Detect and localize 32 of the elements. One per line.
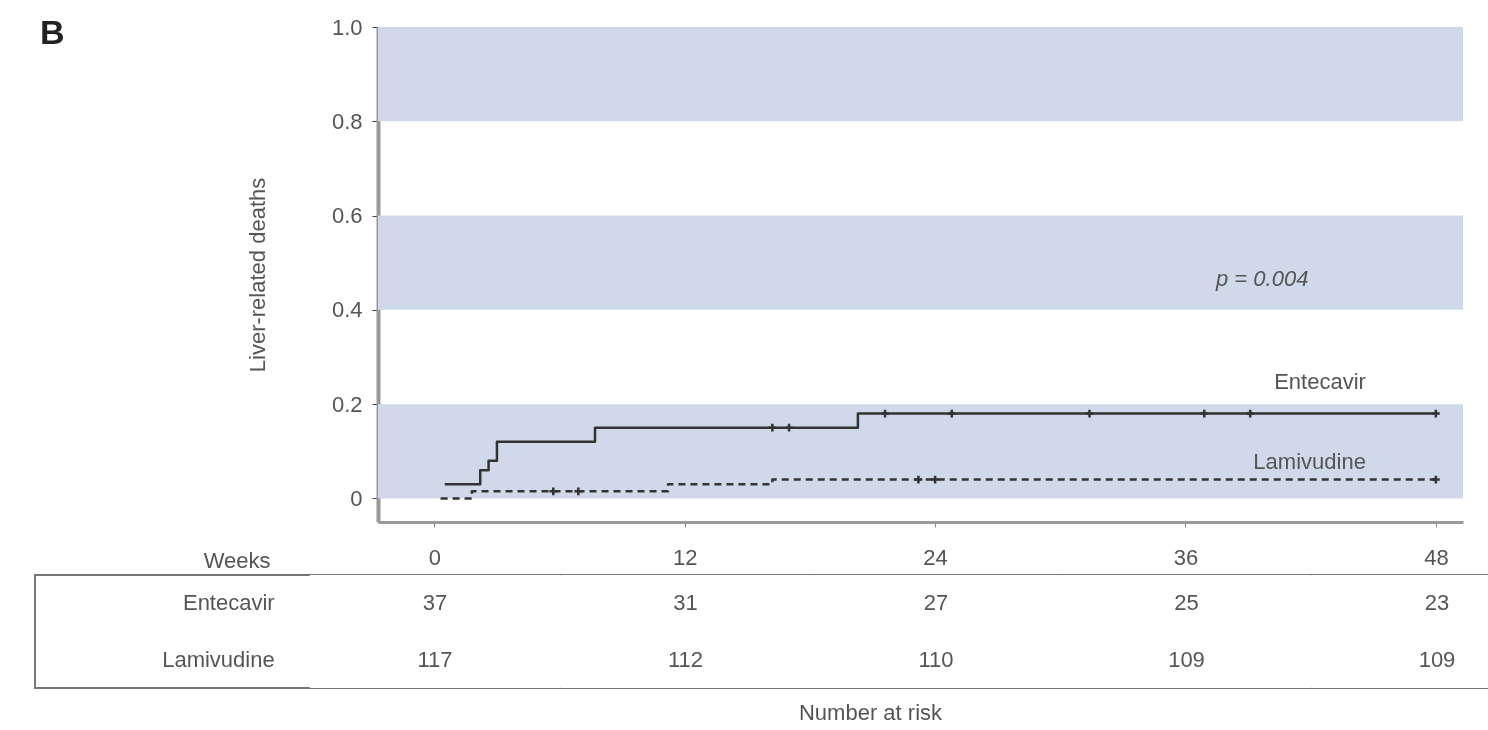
y-tick-label: 0.6 xyxy=(331,203,363,229)
y-tick-label: 0.4 xyxy=(331,297,363,323)
data-label: 23 xyxy=(1424,590,1450,616)
x-tick-label: 12 xyxy=(672,544,698,570)
y-tick-label: 0.2 xyxy=(331,391,363,417)
y-tick-label: 0.8 xyxy=(331,108,363,134)
data-label: 109 xyxy=(1168,646,1205,672)
data-label: 109 xyxy=(1418,646,1456,672)
x-tick-label: 48 xyxy=(1424,544,1449,570)
data-label: 31 xyxy=(673,590,698,616)
x-tick-label: 0 xyxy=(428,544,441,570)
x-tick-label: 36 xyxy=(1173,544,1199,570)
data-label: 110 xyxy=(918,646,954,672)
data-label: 27 xyxy=(923,590,949,616)
data-label: 112 xyxy=(667,646,704,672)
data-label: 25 xyxy=(1174,590,1199,616)
x-tick-label: 24 xyxy=(923,544,948,570)
y-tick-label: 0 xyxy=(350,485,363,511)
text: B xyxy=(40,13,65,51)
y-tick-label: 1.0 xyxy=(331,14,363,40)
data-label: 37 xyxy=(422,590,448,616)
x-axis-title: Weeks xyxy=(203,547,271,573)
annotation: p = 0.004 xyxy=(1215,266,1309,291)
point xyxy=(548,486,559,497)
y-axis-title: Liver-related deaths xyxy=(244,177,270,373)
point xyxy=(767,422,778,433)
point xyxy=(1199,408,1210,419)
point xyxy=(573,486,584,497)
series-label: Lamivudine xyxy=(1253,448,1366,474)
data-label: 117 xyxy=(417,646,453,672)
series-label: Entecavir xyxy=(1274,368,1366,394)
x-axis-title: Number at risk xyxy=(798,699,944,725)
